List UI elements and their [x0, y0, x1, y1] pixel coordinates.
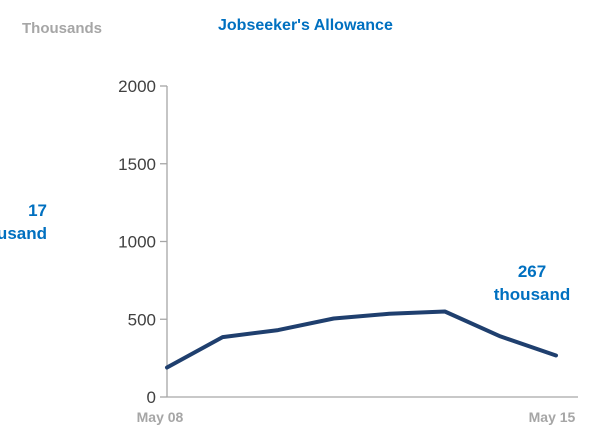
- chart-title: Jobseeker's Allowance: [218, 17, 393, 34]
- left-annotation-unit: thousand: [0, 224, 47, 243]
- y-unit-label: Thousands: [22, 20, 103, 37]
- end-annotation-unit: thousand: [493, 285, 571, 304]
- left-annotation-value: 17: [28, 201, 47, 220]
- y-tick-label: 500: [128, 310, 156, 329]
- series-group: [165, 309, 558, 370]
- left-annotation: 17 thousand: [0, 199, 47, 245]
- series-line: [165, 309, 558, 370]
- y-tick-label: 1500: [118, 155, 156, 174]
- y-tick-label: 2000: [118, 77, 156, 96]
- x-tick-label: May 15: [529, 409, 576, 425]
- end-annotation-value: 267: [517, 262, 547, 281]
- x-tick-label: May 08: [137, 409, 184, 425]
- x-axis-ticks: May 08 May 15: [137, 409, 576, 425]
- y-axis-ticks: 0 500 1000 1500 2000: [118, 77, 167, 407]
- end-annotation: 267 thousand: [468, 260, 596, 306]
- y-tick-label: 1000: [118, 233, 156, 252]
- y-tick-label: 0: [147, 388, 156, 407]
- chart-axes: [166, 86, 578, 398]
